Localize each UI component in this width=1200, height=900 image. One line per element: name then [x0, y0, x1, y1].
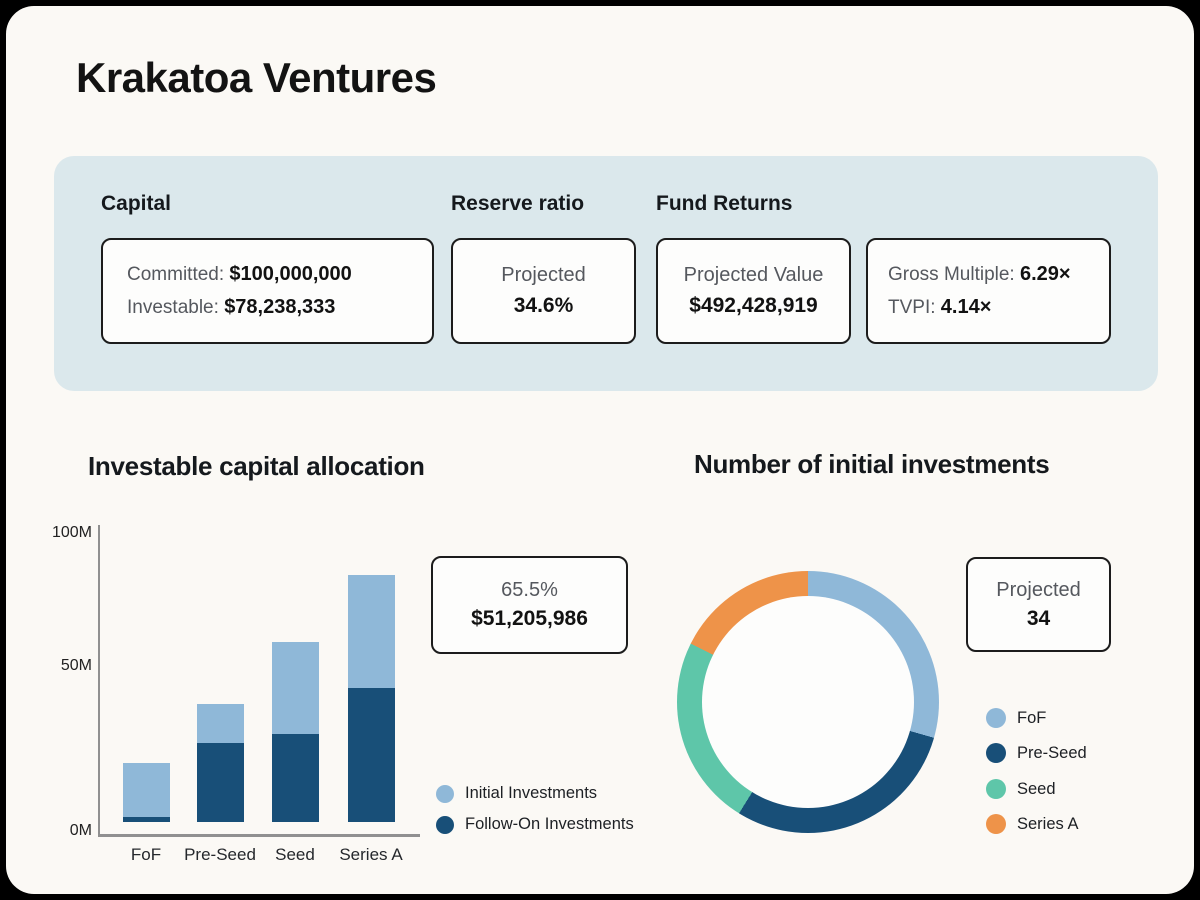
gross-multiple-row: Gross Multiple: 6.29× [888, 263, 1109, 286]
investments-callout: Projected 34 [966, 557, 1111, 652]
legend-pre-seed: Pre-Seed [986, 743, 1087, 763]
bar-seed [272, 642, 319, 822]
reserve-ratio-stat-box: Projected 34.6% [451, 238, 636, 344]
bar-pre-seed-initial-segment [197, 704, 244, 743]
tvpi-label: TVPI: [888, 297, 936, 318]
projected-value-label: Projected Value [683, 264, 824, 286]
allocation-callout-percent: 65.5% [501, 579, 558, 601]
initial-investments-label: Initial Investments [465, 784, 598, 802]
bar-fof [123, 763, 170, 822]
series-a-dot [986, 814, 1006, 834]
investments-callout-value: 34 [1026, 606, 1051, 630]
bar-seed-follow-on-segment [272, 734, 319, 822]
gross-multiple-label: Gross Multiple: [888, 264, 1015, 285]
multiples-stat-box: Gross Multiple: 6.29× TVPI: 4.14× [866, 238, 1111, 344]
reserve-projected-value: 34.6% [513, 294, 574, 317]
y-tick-50m: 50M [60, 657, 92, 674]
fund-returns-heading: Fund Returns [656, 192, 793, 215]
x-label-series-a: Series A [339, 845, 403, 864]
allocation-callout-amount: $51,205,986 [471, 607, 588, 630]
committed-value: $100,000,000 [229, 263, 352, 285]
legend-seed: Seed [986, 779, 1056, 799]
donut-hole [702, 596, 914, 808]
projected-value-amount: $492,428,919 [689, 294, 818, 317]
investments-chart-title: Number of initial investments [694, 449, 1050, 479]
capital-stat-box: Committed: $100,000,000 Investable: $78,… [101, 238, 434, 344]
seed-dot [986, 779, 1006, 799]
follow-on-investments-label: Follow-On Investments [465, 815, 634, 833]
bar-series-a-initial-segment [348, 575, 395, 688]
bar-chart-y-axis [98, 525, 100, 836]
bar-fof-follow-on-segment [123, 817, 170, 822]
x-label-seed: Seed [275, 845, 315, 864]
bar-pre-seed [197, 704, 244, 822]
gross-multiple-value: 6.29× [1019, 263, 1071, 285]
legend-series-a: Series A [986, 814, 1078, 834]
y-tick-0m: 0M [69, 822, 92, 839]
reserve-ratio-heading: Reserve ratio [451, 192, 585, 215]
bar-fof-initial-segment [123, 763, 170, 817]
fof-label: FoF [1017, 708, 1047, 727]
bar-pre-seed-follow-on-segment [197, 743, 244, 822]
follow-on-investments-dot [436, 815, 454, 834]
page-title: Krakatoa Ventures [76, 54, 437, 101]
investable-value: $78,238,333 [224, 296, 336, 318]
legend-follow-on-investments: Follow-On Investments [436, 815, 634, 834]
bar-series-a [348, 575, 395, 822]
legend-initial-investments: Initial Investments [436, 784, 597, 803]
initial-investments-dot [436, 784, 454, 803]
investments-callout-label: Projected [996, 578, 1081, 601]
bar-series-a-follow-on-segment [348, 688, 395, 822]
x-label-pre-seed: Pre-Seed [184, 845, 256, 864]
reserve-projected-label: Projected [501, 264, 586, 286]
allocation-chart-title: Investable capital allocation [88, 451, 425, 481]
allocation-callout: 65.5% $51,205,986 [431, 556, 628, 654]
y-tick-100m: 100M [51, 524, 92, 541]
tvpi-value: 4.14× [940, 296, 992, 318]
fof-dot [986, 708, 1006, 728]
pre-seed-dot [986, 743, 1006, 763]
investable-label: Investable: [127, 297, 219, 318]
pre-seed-label: Pre-Seed [1017, 743, 1087, 762]
x-label-fof: FoF [130, 845, 162, 864]
legend-fof: FoF [986, 708, 1046, 728]
investable-row: Investable: $78,238,333 [127, 296, 432, 319]
tvpi-row: TVPI: 4.14× [888, 296, 1109, 319]
investments-donut-chart [677, 571, 939, 833]
projected-value-stat-box: Projected Value $492,428,919 [656, 238, 851, 344]
committed-label: Committed: [127, 264, 225, 285]
dashboard-card: Krakatoa Ventures Capital Committed: $10… [6, 6, 1194, 894]
bar-seed-initial-segment [272, 642, 319, 734]
summary-panel: Capital Committed: $100,000,000 Investab… [54, 156, 1158, 391]
bar-chart-x-axis [98, 834, 420, 837]
committed-row: Committed: $100,000,000 [127, 263, 432, 286]
seed-label: Seed [1017, 779, 1056, 798]
series-a-label: Series A [1017, 814, 1079, 833]
capital-heading: Capital [101, 192, 172, 215]
